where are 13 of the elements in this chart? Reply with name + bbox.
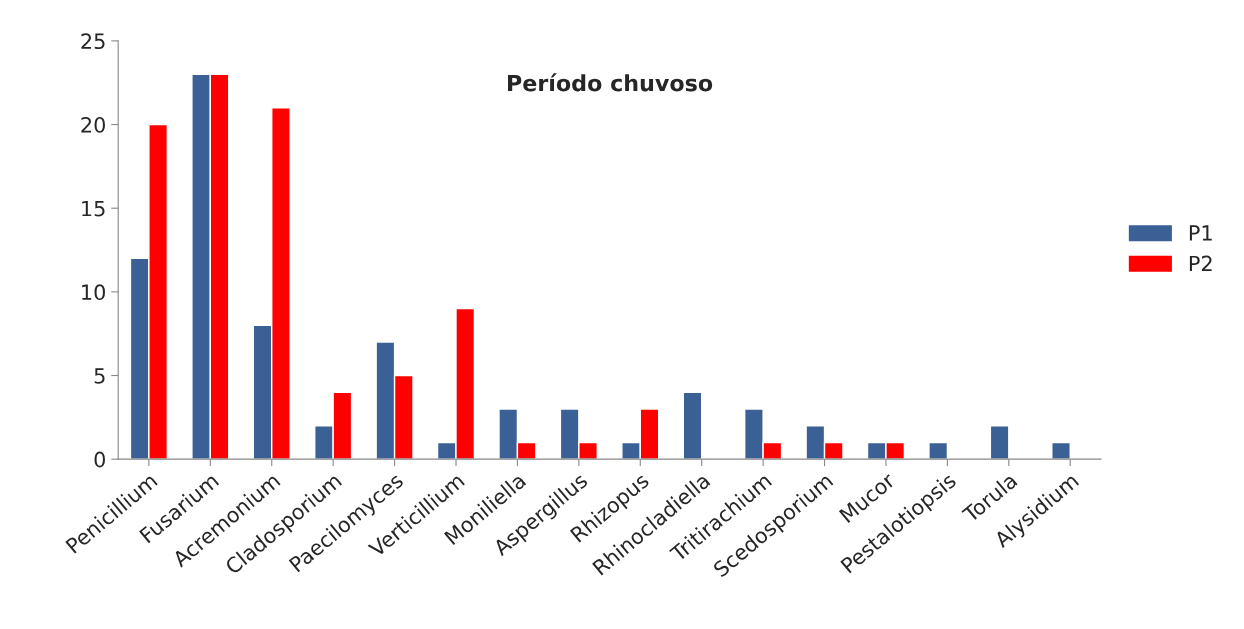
y-tick-label: 0: [94, 451, 105, 468]
legend-label: P1: [1189, 225, 1212, 241]
bar: [1051, 441, 1071, 460]
bar: [682, 391, 703, 460]
y-tick-label: 20: [81, 116, 105, 133]
bar: [989, 425, 1010, 460]
y-tick-label: 5: [94, 368, 105, 384]
bar: [928, 441, 949, 460]
text: Período chuvoso: [508, 73, 713, 92]
y-tick-label: 15: [82, 200, 105, 217]
y-tick-label: 25: [81, 33, 105, 50]
y-tick-label: 10: [82, 284, 105, 301]
legend-label: P2: [1189, 255, 1212, 272]
